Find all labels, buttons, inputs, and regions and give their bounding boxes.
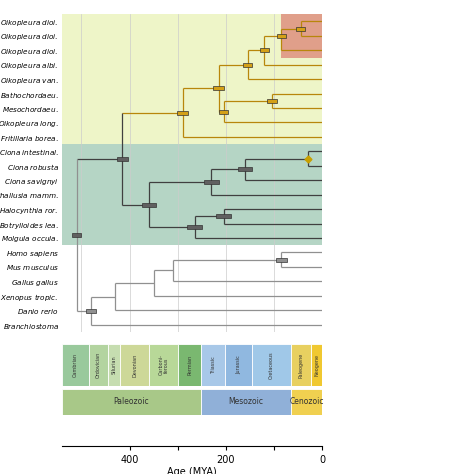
Bar bbox=[226, 344, 253, 386]
Text: Permian: Permian bbox=[187, 355, 192, 375]
Bar bbox=[238, 167, 253, 172]
Text: Cambrian: Cambrian bbox=[73, 353, 78, 377]
Text: Mesozoic: Mesozoic bbox=[228, 397, 263, 406]
Bar bbox=[291, 389, 322, 415]
Bar bbox=[62, 144, 322, 245]
Text: Jurassic: Jurassic bbox=[237, 356, 241, 374]
Text: Paleozoic: Paleozoic bbox=[113, 397, 149, 406]
Bar bbox=[187, 225, 202, 229]
Bar bbox=[120, 344, 149, 386]
Bar bbox=[253, 344, 291, 386]
Bar bbox=[282, 14, 322, 57]
Bar bbox=[86, 309, 96, 313]
Text: Triassic: Triassic bbox=[210, 356, 216, 374]
Bar bbox=[72, 233, 81, 237]
Text: Neogene: Neogene bbox=[314, 354, 319, 376]
Text: Carboni-
ferous: Carboni- ferous bbox=[158, 355, 169, 375]
Bar bbox=[201, 389, 291, 415]
Bar bbox=[311, 344, 322, 386]
Bar bbox=[117, 156, 128, 161]
Text: Ordovician: Ordovician bbox=[96, 352, 101, 378]
Bar bbox=[276, 257, 287, 262]
Text: Devonian: Devonian bbox=[132, 353, 137, 377]
Bar bbox=[62, 344, 89, 386]
Bar bbox=[142, 202, 156, 207]
Bar bbox=[291, 344, 311, 386]
Bar bbox=[260, 48, 269, 52]
Bar bbox=[62, 389, 201, 415]
Bar bbox=[178, 344, 201, 386]
Bar bbox=[219, 109, 228, 114]
Bar bbox=[62, 14, 322, 144]
X-axis label: Age (MYA): Age (MYA) bbox=[167, 467, 217, 474]
Bar bbox=[213, 86, 224, 90]
Bar bbox=[296, 27, 305, 31]
Bar bbox=[109, 344, 120, 386]
Text: Cenozoic: Cenozoic bbox=[289, 397, 324, 406]
Bar bbox=[177, 110, 188, 115]
Bar bbox=[201, 344, 226, 386]
Bar bbox=[243, 63, 253, 67]
Bar bbox=[62, 245, 322, 332]
Text: Cretaceous: Cretaceous bbox=[269, 351, 274, 379]
Bar bbox=[276, 34, 286, 38]
Text: Silurian: Silurian bbox=[112, 356, 117, 374]
Bar bbox=[267, 99, 276, 103]
Bar bbox=[216, 214, 231, 219]
Bar bbox=[89, 344, 109, 386]
Bar bbox=[149, 344, 178, 386]
Text: Paleogene: Paleogene bbox=[298, 352, 303, 378]
Bar bbox=[204, 180, 219, 184]
